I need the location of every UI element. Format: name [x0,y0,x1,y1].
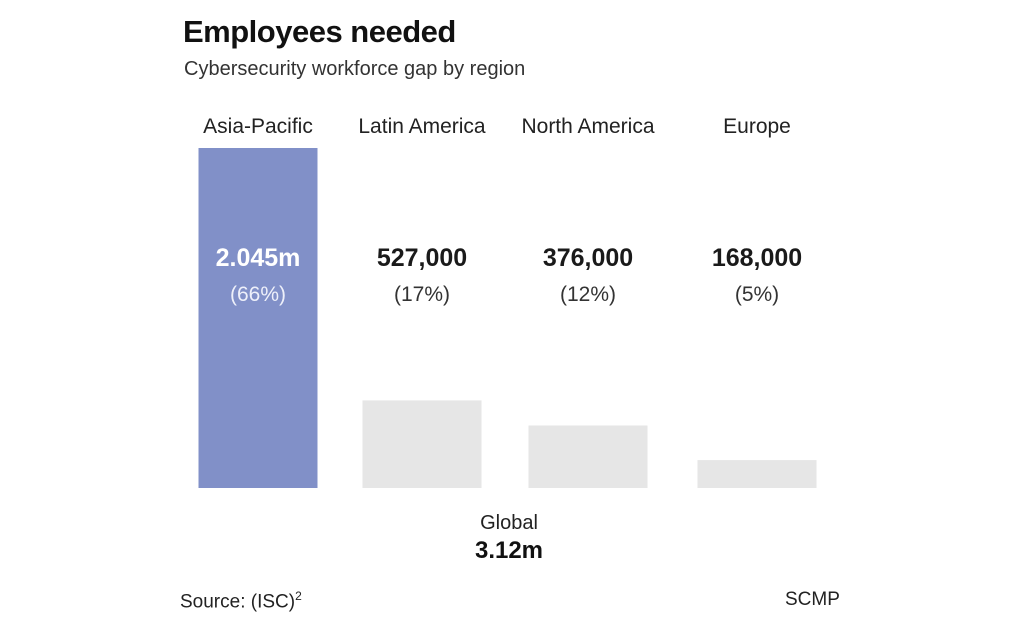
category-label: Europe [723,115,791,138]
bar-asia-pacific [198,148,318,488]
source-superscript: 2 [295,589,302,603]
category-label: Asia-Pacific [203,115,313,138]
category-label: Latin America [358,115,486,138]
value-label: 2.045m [216,244,301,272]
share-label: (12%) [560,283,616,306]
bar-north-america [528,425,648,488]
chart-subtitle: Cybersecurity workforce gap by region [184,58,526,80]
bar-europe [697,460,817,488]
global-total-value: 3.12m [475,537,543,564]
value-label: 527,000 [377,244,467,272]
global-label: Global [480,512,538,534]
credit-label: SCMP [785,589,840,610]
share-label: (17%) [394,283,450,306]
share-label: (66%) [230,283,286,306]
bar-latin-america [362,400,482,488]
share-label: (5%) [735,283,779,306]
source-label: Source: (ISC) [180,591,296,613]
source-note: Source: (ISC)2 [180,589,302,613]
value-label: 376,000 [543,244,633,272]
category-label: North America [521,115,654,138]
chart-title: Employees needed [183,14,456,49]
value-label: 168,000 [712,244,802,272]
